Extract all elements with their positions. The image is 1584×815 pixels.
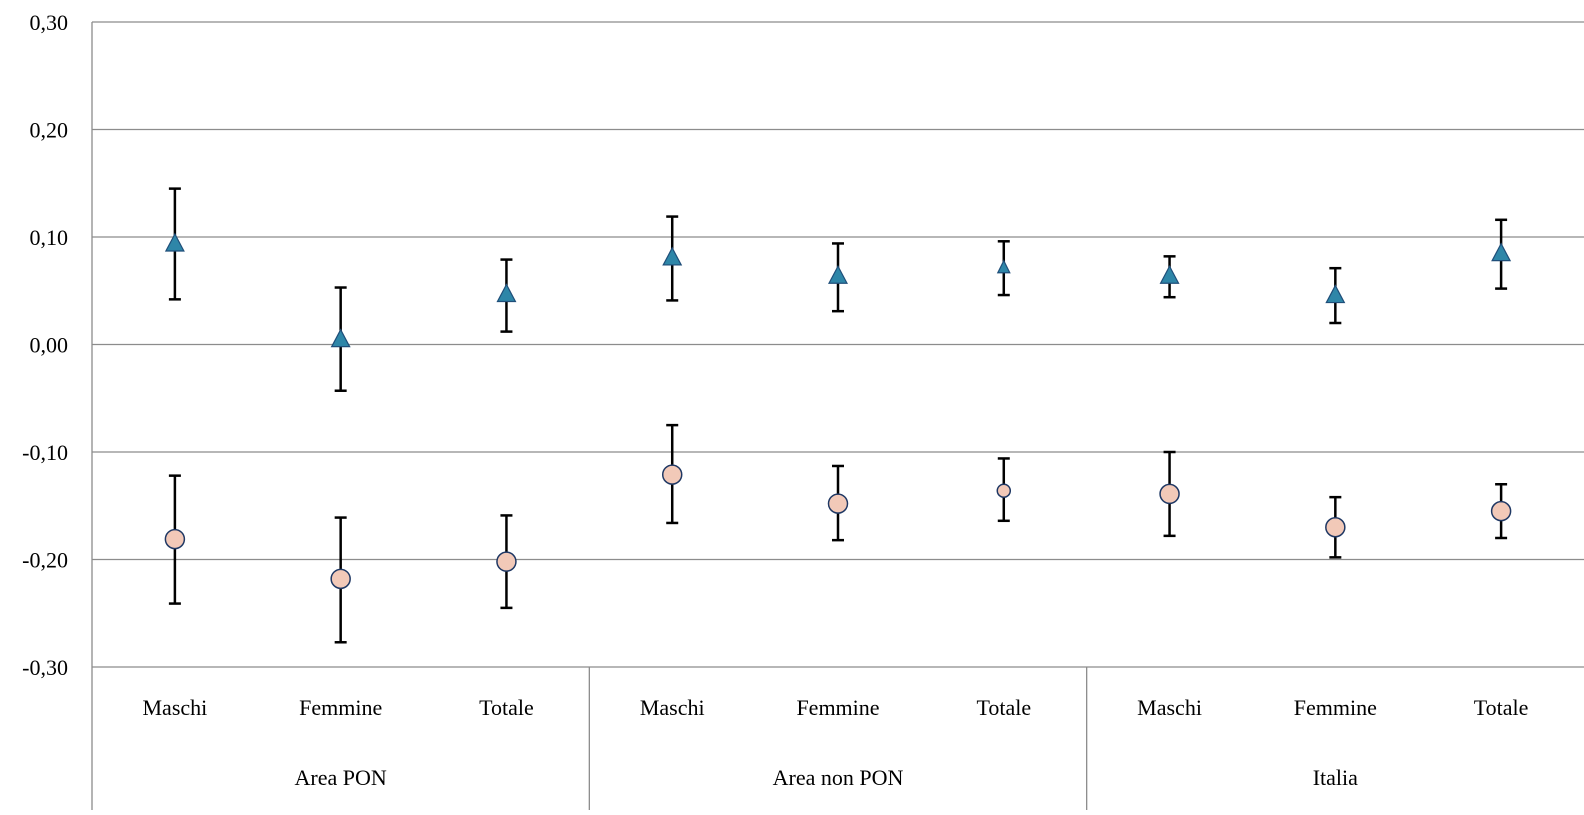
group-label: Area PON [295,765,387,790]
y-tick-label: 0,30 [30,10,69,35]
data-point-triangle [496,283,517,303]
label-layer: 0,30 0,20 0,10 0,00 -0,10 -0,20 -0,30 Area PON A… [22,10,1528,790]
x-tick-label: Totale [976,695,1031,720]
data-point-triangle [1325,284,1346,304]
data-point-triangle [1159,264,1180,284]
data-point-circle [1490,500,1512,522]
data-point-triangle [662,246,683,266]
data-point-triangle [996,259,1011,274]
group-label: Italia [1313,765,1358,790]
x-tick-label: Totale [479,695,534,720]
x-tick-label: Totale [1474,695,1529,720]
data-point-triangle [330,328,351,348]
x-tick-label: Femmine [796,695,879,720]
data-point-triangle [164,232,185,252]
group-label: Area non PON [773,765,904,790]
data-point-triangle [1491,242,1512,262]
x-tick-label: Femmine [299,695,382,720]
y-tick-label: -0,20 [22,548,68,573]
y-tick-label: 0,00 [30,333,69,358]
data-point-circle [330,568,351,590]
data-point-triangle [828,264,848,284]
data-point-circle [164,528,186,550]
y-tick-label: 0,10 [30,225,69,250]
data-point-circle [827,493,849,514]
data-point-circle [1159,483,1180,505]
error-bar-layer [168,187,1508,644]
y-tick-label: -0,30 [22,655,68,680]
x-tick-label: Maschi [640,695,705,720]
data-point-circle [996,483,1012,498]
data-point-circle [1325,517,1346,538]
x-tick-label: Maschi [1137,695,1202,720]
y-tick-label: -0,10 [22,440,68,465]
data-point-circle [496,551,517,572]
marker-layer [164,232,1512,590]
axis-layer [91,22,1088,810]
grid-layer [92,21,1584,668]
data-point-circle [661,464,683,485]
y-tick-label: 0,20 [30,118,69,143]
x-tick-label: Femmine [1294,695,1377,720]
x-tick-label: Maschi [143,695,208,720]
